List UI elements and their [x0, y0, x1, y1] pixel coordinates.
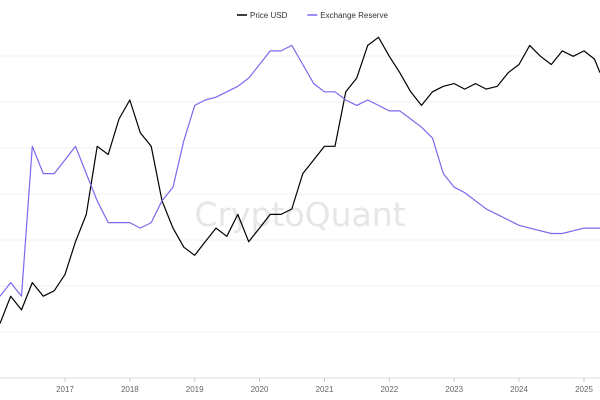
legend-item-0[interactable]: Price USD — [237, 11, 288, 20]
series-line-1 — [0, 44, 600, 297]
x-tick-label: 2021 — [316, 385, 334, 394]
x-tick-label: 2019 — [186, 385, 204, 394]
legend-label: Price USD — [250, 11, 288, 20]
x-tick-label: 2020 — [251, 385, 269, 394]
x-tick-label: 2024 — [510, 385, 528, 394]
x-tick-label: 2023 — [445, 385, 463, 394]
x-tick-label: 2017 — [56, 385, 74, 394]
watermark-text: CryptoQuant — [194, 195, 405, 234]
legend-item-1[interactable]: Exchange Reserve — [307, 11, 388, 20]
series-layer — [0, 36, 600, 324]
series-line-0 — [0, 36, 600, 324]
x-axis: 2017 2018 2019 2020 2021 2022 2023 2024 2025 — [0, 377, 600, 394]
x-tick-label: 2018 — [121, 385, 139, 394]
x-tick-label: 2025 — [575, 385, 593, 394]
legend[interactable]: Price USD Exchange Reserve — [237, 11, 388, 20]
legend-label: Exchange Reserve — [320, 11, 388, 20]
x-tick-label: 2022 — [380, 385, 398, 394]
